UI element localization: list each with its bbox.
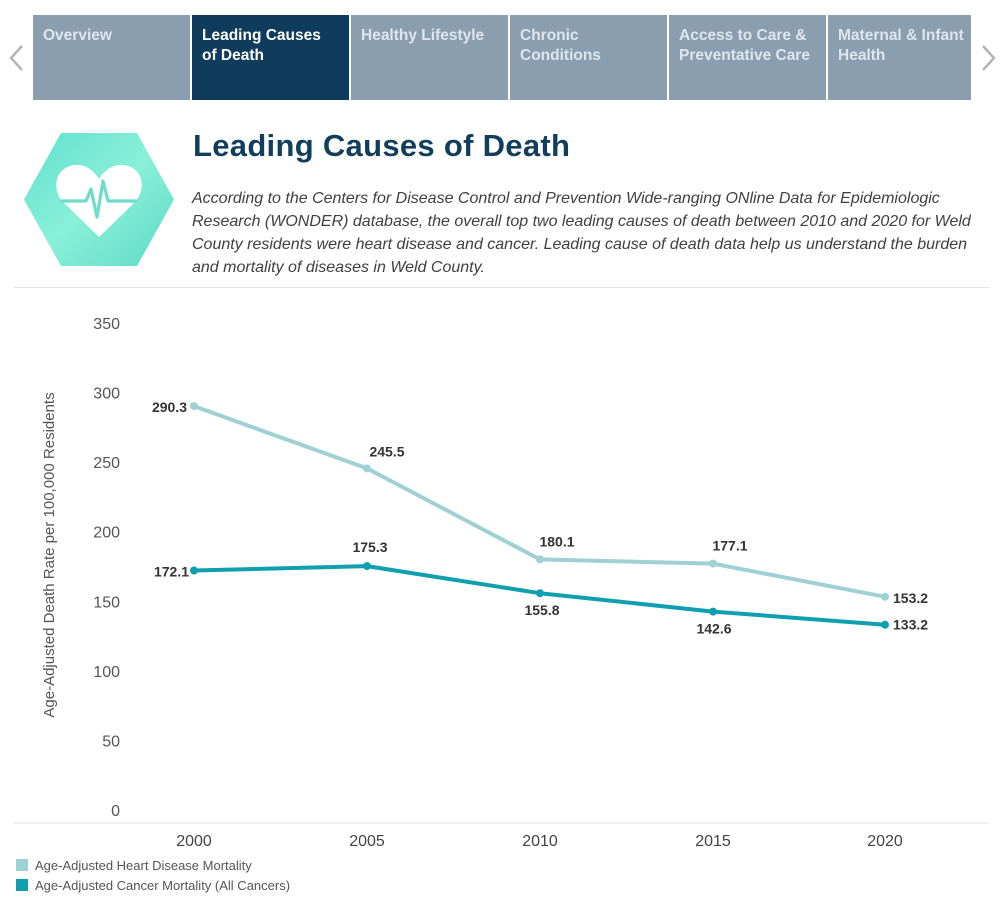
heart-data-label: 245.5 [369, 443, 404, 459]
legend-label-cancer: Age-Adjusted Cancer Mortality (All Cance… [35, 877, 291, 893]
next-tab-button[interactable] [977, 40, 1001, 76]
x-tick-label: 2020 [867, 833, 903, 850]
x-tick-label: 2005 [349, 833, 385, 850]
cancer-data-point[interactable] [363, 562, 371, 571]
chevron-left-icon [9, 45, 23, 71]
heart-data-label: 177.1 [712, 538, 747, 554]
chevron-right-icon [982, 45, 996, 71]
y-axis-label: Age-Adjusted Death Rate per 100,000 Resi… [41, 392, 58, 717]
y-tick-label: 50 [102, 733, 120, 750]
cancer-data-label: 155.8 [524, 602, 559, 618]
cancer-data-point[interactable] [881, 620, 889, 629]
heart-data-point[interactable] [190, 402, 198, 411]
tab-maternal-infant-health[interactable]: Maternal & Infant Health [828, 15, 971, 100]
y-tick-label: 350 [93, 316, 120, 333]
heart-data-point[interactable] [881, 592, 889, 601]
heart-data-point[interactable] [536, 555, 544, 564]
y-tick-label: 0 [111, 803, 120, 820]
heartbeat-hexagon-icon [24, 133, 174, 266]
cancer-data-point[interactable] [190, 566, 198, 575]
chart-legend: Age-Adjusted Heart Disease Mortality Age… [16, 855, 290, 895]
mortality-line-chart: 0 50 100 150 200 250 300 350 Age-Adjusted Death … [14, 316, 989, 850]
previous-tab-button[interactable] [4, 40, 28, 76]
heart-data-point[interactable] [363, 464, 371, 473]
heart-data-point[interactable] [709, 559, 717, 568]
tab-chronic-conditions[interactable]: Chronic Conditions [510, 15, 667, 100]
cancer-data-label: 133.2 [893, 617, 928, 633]
y-tick-label: 300 [93, 386, 120, 403]
legend-item-heart[interactable]: Age-Adjusted Heart Disease Mortality [16, 855, 290, 875]
tab-leading-causes-of-death[interactable]: Leading Causes of Death [192, 15, 349, 100]
tab-access-to-care[interactable]: Access to Care & Preventative Care [669, 15, 826, 100]
y-tick-label: 100 [93, 664, 120, 681]
cancer-data-point[interactable] [536, 589, 544, 598]
tab-healthy-lifestyle[interactable]: Healthy Lifestyle [351, 15, 508, 100]
cancer-data-label: 172.1 [154, 564, 189, 580]
section-tabs: Overview Leading Causes of Death Healthy… [33, 15, 971, 100]
x-tick-label: 2015 [695, 833, 731, 850]
heart-data-label: 153.2 [893, 590, 928, 606]
x-tick-label: 2000 [176, 833, 212, 850]
divider [14, 287, 989, 288]
cancer-data-point[interactable] [709, 607, 717, 616]
page-description: According to the Centers for Disease Con… [192, 190, 971, 276]
legend-item-cancer[interactable]: Age-Adjusted Cancer Mortality (All Cance… [16, 875, 290, 895]
heart-data-label: 180.1 [539, 533, 574, 549]
y-tick-label: 200 [93, 525, 120, 542]
cancer-data-label: 142.6 [696, 621, 731, 637]
tab-overview[interactable]: Overview [33, 15, 190, 100]
legend-label-heart: Age-Adjusted Heart Disease Mortality [35, 857, 252, 873]
legend-swatch-cancer [16, 879, 28, 891]
y-tick-label: 250 [93, 455, 120, 472]
y-tick-label: 150 [93, 594, 120, 611]
legend-swatch-heart [16, 859, 28, 871]
cancer-data-label: 175.3 [352, 539, 387, 555]
page-title: Leading Causes of Death [193, 128, 571, 163]
heart-data-label: 290.3 [152, 399, 187, 415]
x-tick-label: 2010 [522, 833, 558, 850]
